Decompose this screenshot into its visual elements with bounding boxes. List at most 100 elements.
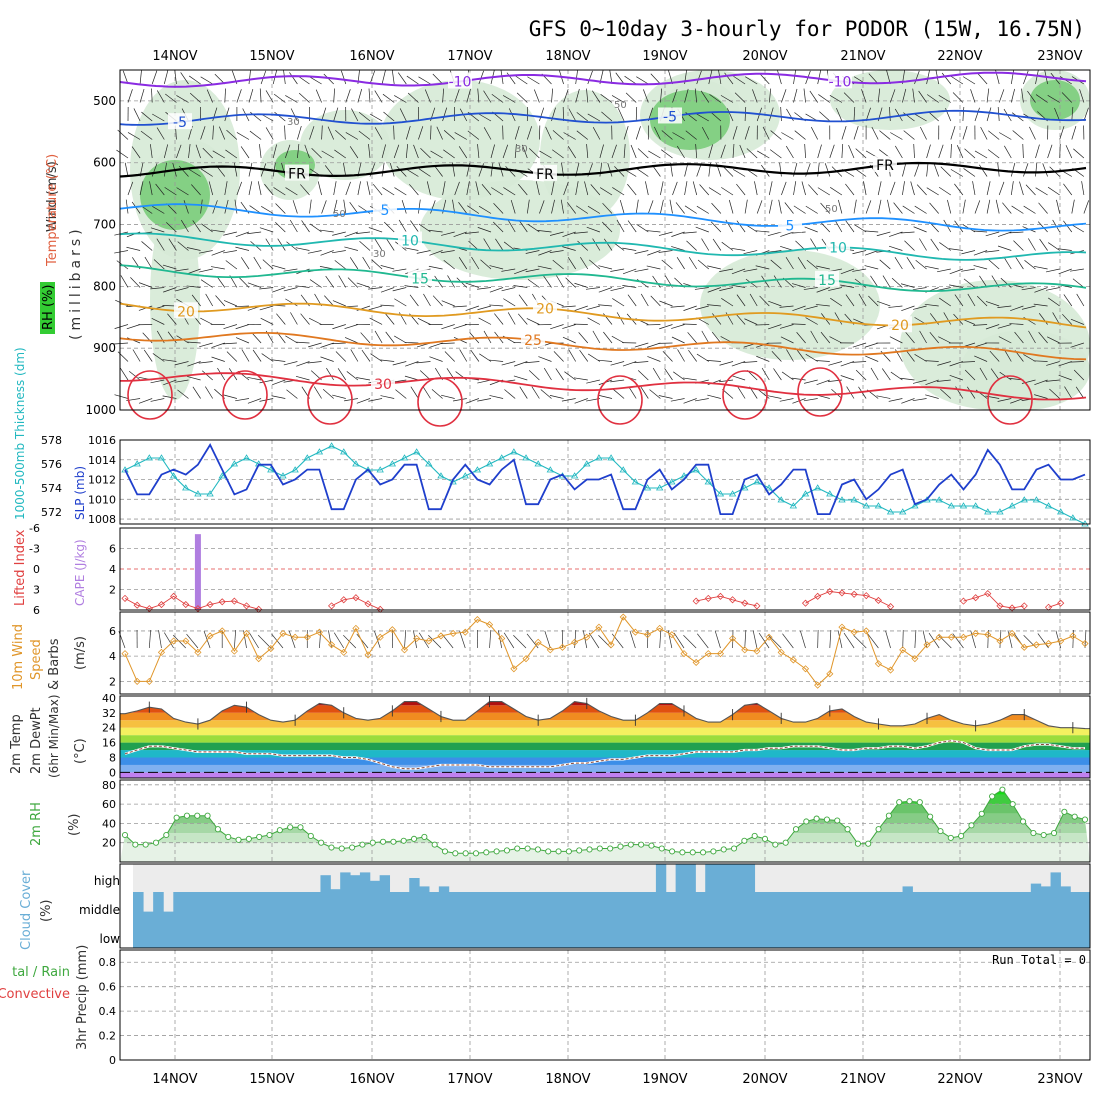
wind-barb [840,361,855,367]
wind-barb [986,107,992,122]
wind-barb [961,268,976,272]
wind10-panel: 246 10m Wind Speed & Barbs (m/s) [11,611,1091,695]
wind-barb [495,238,504,251]
wind-barb [300,184,310,196]
rh-marker [462,850,469,857]
precip-tick-label: 0.6 [99,981,117,994]
wind-barb [168,238,177,251]
wind-barb [259,305,274,311]
li-tick-label: 0 [33,563,40,576]
top-date-label: 15NOV [249,49,294,64]
wind-barb [661,259,673,270]
wind-barb [132,349,141,362]
wind-barb [962,126,968,140]
wind-barb [634,342,649,348]
cloud-bar [133,892,144,920]
wind-barb [1037,221,1048,233]
wind-barb [334,260,347,270]
wind-barb [1013,240,1024,251]
rh-marker [472,850,480,857]
wind-barb [696,205,709,214]
wind-barb [948,248,963,251]
wind-barb [600,94,613,103]
chart-title: GFS 0~10day 3-hourly for PODOR (15W, 16.… [529,17,1085,41]
cloud-bar [274,892,285,920]
contour-label-bg [873,156,897,173]
wind-barb [816,287,830,293]
thickness-marker [911,502,919,509]
rh-band [120,804,1090,814]
cloud-bar [656,920,668,948]
wind-barb [513,361,528,367]
wind-barb [183,200,189,214]
rh-marker [1020,818,1027,825]
wind-barb [1010,162,1016,177]
thickness-line [124,445,1086,525]
cloud-bar [979,920,990,948]
rh-marker [410,835,418,842]
cape-label: CAPE (J/kg) [73,539,87,606]
cloud-bar [263,920,275,948]
wind-barb [533,89,540,103]
wind-barb [370,353,383,362]
wind-barb [332,324,346,330]
wind-barb [950,169,964,177]
wind-barb [525,268,540,273]
wind-barb [324,165,334,177]
cloud-bar [1029,920,1041,948]
lifted-index-marker [1008,604,1016,612]
wind-barb [162,359,177,362]
wind-speed-marker [121,650,129,658]
contour-label-bg [408,269,432,286]
rh-marker [307,832,314,840]
cloud-bar [787,920,799,948]
wind-barb [162,264,177,270]
wind-barb [997,231,1012,237]
precip-tick-label: 0 [109,1054,116,1067]
wind10-speed: Speed [29,639,44,680]
wind-barb [432,295,443,307]
wind-barb [646,342,661,348]
wind-barb [950,76,964,85]
thickness-marker [182,484,190,491]
wind-barb [219,126,226,140]
wind-barb [283,361,298,366]
cloud-bar [1039,892,1051,920]
cloud-bar [374,920,386,948]
wind-barb [900,231,915,234]
wind-barb [224,107,230,122]
thickness-marker [169,472,178,479]
wind-barb [1024,260,1036,270]
wind-barb [930,238,939,251]
cloud-bar [515,892,527,920]
wind-barb [736,183,746,196]
wind-barb [972,181,976,196]
slp-tick-label: 1010 [88,493,116,506]
rh-marker [493,848,500,855]
rh-marker [514,845,521,852]
wind-barb [368,227,383,233]
wind-barb [510,199,516,214]
wind-barb [773,275,782,288]
wind-barb [611,144,617,159]
wind-barb [297,144,300,159]
wind-barb [592,238,601,251]
wind-barb [985,324,1000,330]
wind-barb [441,300,455,307]
cloud-bar [777,920,789,948]
wind-speed-marker [425,637,433,645]
wind-barb [577,240,589,251]
rh-marker [441,848,449,855]
wind-barb [443,259,455,270]
wind-barb [567,145,576,159]
wind-barb [919,238,927,251]
wind-barb [877,88,881,103]
cloud-bar [938,892,950,920]
wind-barb [1034,287,1048,293]
wind-barb [587,353,601,362]
wind-barb [212,125,214,140]
wind-barb [671,246,685,251]
cloud-bar [676,892,688,920]
thickness-marker [242,454,251,461]
